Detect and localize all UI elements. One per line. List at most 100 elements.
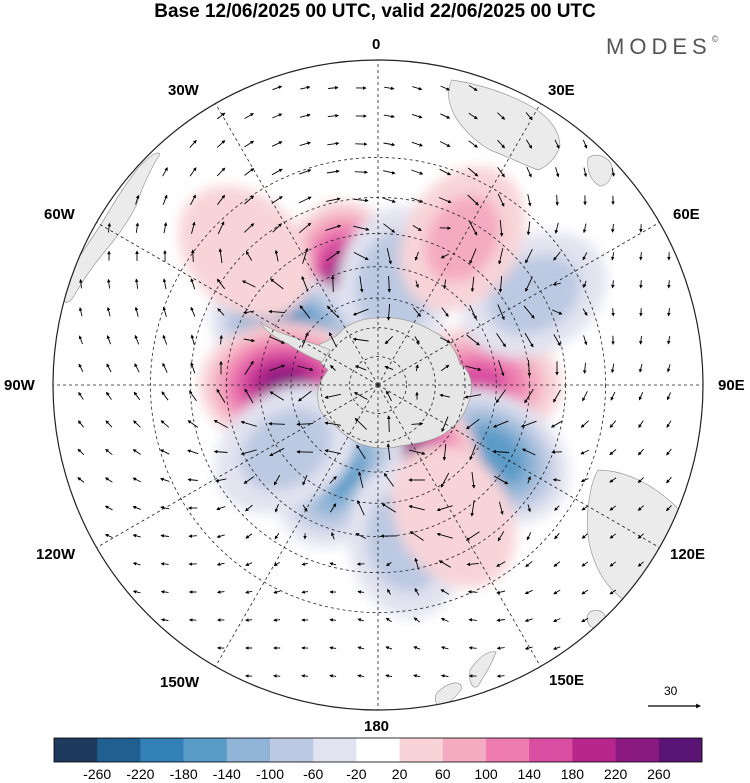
wind-arrow bbox=[386, 303, 391, 321]
wind-arrow bbox=[216, 534, 225, 539]
wind-arrow bbox=[465, 531, 480, 541]
wind-arrow bbox=[160, 562, 169, 566]
wind-arrow bbox=[581, 533, 588, 539]
wind-arrow bbox=[272, 85, 283, 91]
wind-arrow bbox=[188, 534, 197, 538]
wind-arrow bbox=[160, 449, 170, 455]
wind-arrow bbox=[189, 139, 197, 148]
colorbar bbox=[53, 737, 703, 763]
wind-arrow bbox=[133, 420, 141, 428]
wind-arrow bbox=[383, 170, 396, 175]
wind-arrow bbox=[526, 221, 531, 236]
wind-arrow bbox=[301, 562, 308, 566]
wind-arrow bbox=[524, 332, 534, 348]
wind-arrow bbox=[466, 562, 479, 567]
wind-arrow bbox=[582, 252, 588, 261]
wind-arrow bbox=[324, 393, 341, 399]
wind-arrow bbox=[580, 420, 589, 428]
wind-arrow bbox=[471, 472, 476, 489]
wind-arrow bbox=[352, 337, 369, 342]
wind-arrow bbox=[609, 561, 617, 567]
wind-arrow bbox=[498, 501, 504, 515]
wind-arrow bbox=[244, 113, 254, 119]
wind-arrow bbox=[162, 334, 168, 345]
wind-arrow bbox=[106, 335, 112, 345]
wind-arrow bbox=[106, 391, 112, 400]
wind-arrow bbox=[468, 646, 477, 650]
wind-arrow bbox=[269, 447, 285, 457]
wind-arrow bbox=[160, 534, 169, 538]
wind-arrow bbox=[386, 562, 392, 566]
wind-arrow bbox=[414, 557, 420, 570]
wind-arrow bbox=[160, 505, 170, 510]
wind-arrow bbox=[274, 503, 279, 513]
wind-arrow bbox=[244, 140, 255, 148]
wind-arrow bbox=[269, 391, 285, 401]
wind-arrow bbox=[638, 363, 643, 373]
wind-arrow bbox=[216, 167, 226, 177]
wind-arrow bbox=[77, 477, 85, 483]
wind-arrow bbox=[520, 420, 537, 428]
colorbar-tick-label: 180 bbox=[560, 766, 585, 782]
wind-arrow bbox=[274, 249, 279, 262]
wind-arrow bbox=[268, 309, 286, 314]
wind-arrow bbox=[243, 476, 255, 484]
colorbar-tick-label: -220 bbox=[126, 766, 155, 782]
wind-arrow bbox=[580, 449, 590, 455]
wind-arrow bbox=[468, 85, 478, 91]
wind-arrow bbox=[609, 533, 617, 539]
wind-arrow bbox=[325, 224, 342, 231]
wind-arrow bbox=[525, 112, 533, 121]
wind-arrow bbox=[637, 477, 645, 484]
wind-arrow bbox=[412, 225, 422, 231]
colorbar-swatch bbox=[399, 738, 444, 762]
wind-arrow bbox=[299, 141, 311, 147]
wind-arrow bbox=[409, 531, 424, 541]
colorbar-swatch bbox=[442, 738, 487, 762]
latitude-circle bbox=[259, 266, 497, 504]
south-america bbox=[59, 152, 161, 303]
wind-arrow bbox=[638, 392, 644, 401]
wind-arrow bbox=[354, 170, 368, 174]
wind-arrow bbox=[106, 306, 111, 317]
wind-arrow bbox=[495, 389, 507, 404]
wind-arrow bbox=[521, 448, 536, 456]
wind-arrow bbox=[413, 674, 421, 678]
wind-arrow bbox=[240, 420, 257, 427]
colorbar-swatch bbox=[97, 738, 141, 762]
wind-arrow bbox=[353, 198, 369, 203]
wind-arrow bbox=[331, 532, 335, 540]
wind-arrow bbox=[244, 360, 254, 375]
wind-arrow bbox=[525, 139, 533, 149]
wind-arrow bbox=[553, 251, 561, 261]
wind-arrow bbox=[353, 392, 368, 400]
wind-arrow bbox=[106, 363, 112, 373]
lon-label-60w: 60W bbox=[44, 206, 75, 223]
wind-arrow bbox=[553, 334, 561, 347]
wind-arrow bbox=[300, 85, 311, 90]
wind-arrow bbox=[132, 533, 141, 538]
wind-arrow bbox=[302, 474, 308, 486]
wind-arrow bbox=[245, 562, 253, 566]
wind-arrow bbox=[639, 280, 643, 289]
wind-arrow bbox=[242, 310, 255, 315]
wind-arrow bbox=[301, 275, 309, 292]
wind-arrow bbox=[134, 306, 139, 317]
wind-arrow bbox=[583, 280, 587, 288]
wind-arrow bbox=[162, 194, 168, 205]
antarctica-landmass bbox=[316, 317, 472, 449]
wind-arrow bbox=[667, 336, 671, 345]
meridian-line bbox=[377, 384, 541, 667]
wind-arrow bbox=[359, 276, 364, 293]
wind-arrow bbox=[666, 505, 672, 512]
brand-mark: © bbox=[711, 34, 719, 44]
wind-arrow bbox=[436, 505, 453, 512]
wind-arrow bbox=[611, 252, 615, 261]
wind-arrow bbox=[527, 504, 531, 513]
wind-arrow bbox=[104, 505, 113, 511]
meridian-line bbox=[377, 103, 541, 386]
wind-arrow bbox=[326, 250, 341, 262]
wind-arrow bbox=[442, 279, 447, 290]
wind-arrow bbox=[413, 646, 421, 650]
new-zealand bbox=[434, 651, 497, 707]
